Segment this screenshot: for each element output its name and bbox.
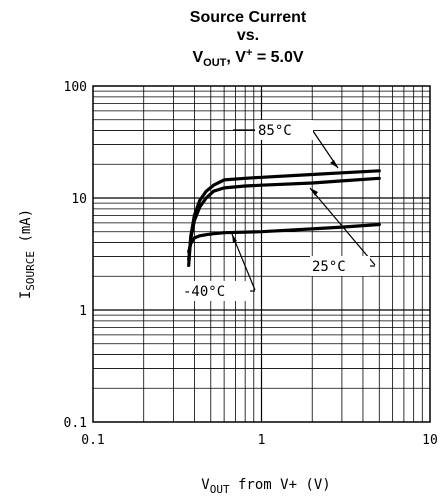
annotation-25c-box (310, 256, 370, 276)
x-tick-label: 0.1 (81, 433, 104, 448)
title-v-subscript: OUT (203, 57, 227, 69)
chart-title-line-3: VOUT, V+ = 5.0V (192, 47, 303, 69)
annotation-85c-label: 85°C (258, 123, 292, 139)
title-mid: , V (226, 49, 246, 66)
annotation-25c-arrowhead (310, 188, 318, 196)
annotation-85c-arrowhead (330, 160, 338, 168)
annotation-neg40c-box (180, 281, 250, 301)
y-tick-label: 100 (64, 80, 87, 95)
title-v: V (192, 49, 203, 66)
title-superscript: + (246, 47, 252, 59)
y-label-rest: (mA) (18, 209, 34, 251)
y-label-i: I (18, 291, 34, 299)
annotation-25c-label: 25°C (312, 259, 346, 275)
title-end: = 5.0V (252, 49, 303, 66)
chart-title-line-2: vs. (237, 27, 259, 44)
x-label-rest: from V+ (V) (230, 477, 331, 493)
chart-title-line-1: Source Current (190, 9, 307, 26)
x-label-v: V (201, 477, 210, 493)
data-series (187, 169, 381, 267)
annotation-85c-box (255, 120, 313, 140)
grid-lines (93, 86, 430, 422)
y-axis-label: ISOURCE (mA) (18, 209, 37, 299)
x-tick-label: 1 (258, 433, 266, 448)
tick-labels: 0.1 1 10 0.1 1 10 100 (64, 80, 438, 448)
series-line-1 (187, 176, 381, 262)
x-axis-label: VOUT from V+ (V) (201, 477, 330, 496)
x-tick-label: 10 (422, 433, 438, 448)
annotation-25c-pointer (309, 187, 376, 266)
annotation-neg40c: -40°C (180, 233, 256, 301)
y-label-subscript: SOURCE (24, 251, 37, 291)
annotation-neg40c-pointer (231, 233, 256, 291)
annotation-neg40c-label: -40°C (183, 284, 225, 300)
annotation-85c: 85°C (233, 120, 339, 169)
y-tick-label: 1 (79, 304, 87, 319)
y-tick-label: 0.1 (64, 416, 87, 431)
annotation-25c: 25°C (309, 187, 376, 276)
y-tick-label: 10 (71, 192, 87, 207)
x-label-subscript: OUT (210, 483, 230, 496)
series-line-2 (187, 222, 381, 254)
annotation-neg40c-arrowhead (232, 234, 237, 243)
